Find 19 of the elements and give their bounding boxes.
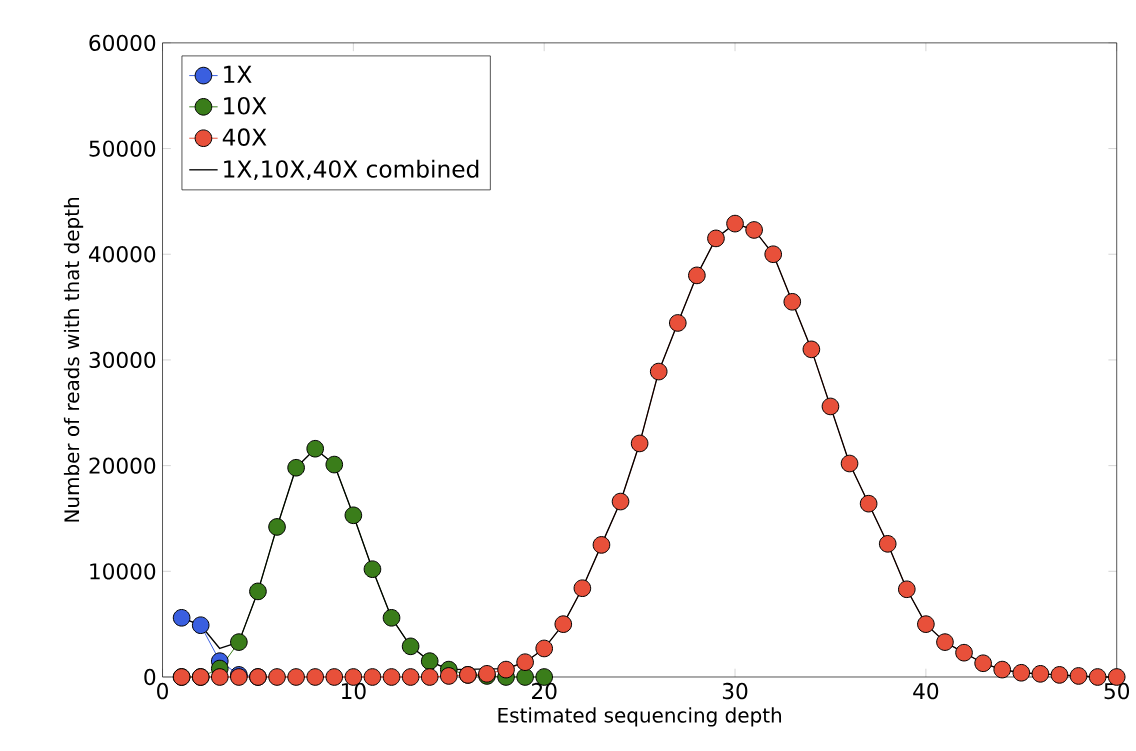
y-tick-label: 10000 <box>90 563 156 580</box>
legend-label: 1X <box>224 65 252 83</box>
x-tick-label: 20 <box>532 682 557 700</box>
y-tick-label: 30000 <box>89 351 156 369</box>
y-tick-label: 20000 <box>89 457 156 474</box>
legend-label: 1X,10X,40X combined <box>224 159 479 181</box>
x-tick-label: 10 <box>341 682 366 700</box>
y-tick-label: 50000 <box>89 140 156 157</box>
y-tick-label: 0 <box>144 668 156 686</box>
y-tick-label: 60000 <box>89 34 156 52</box>
legend-label: 40X <box>222 128 267 147</box>
y-tick-label: 40000 <box>88 246 156 263</box>
legend-label: 10X <box>224 97 267 115</box>
x-axis-title: Estimated sequencing depth <box>498 707 781 727</box>
x-tick-label: 30 <box>722 682 748 700</box>
x-tick-label: 0 <box>157 682 168 700</box>
x-tick-label: 50 <box>1104 682 1130 700</box>
x-tick-label: 40 <box>913 682 939 700</box>
y-axis-title: Number of reads with that depth <box>63 198 84 522</box>
